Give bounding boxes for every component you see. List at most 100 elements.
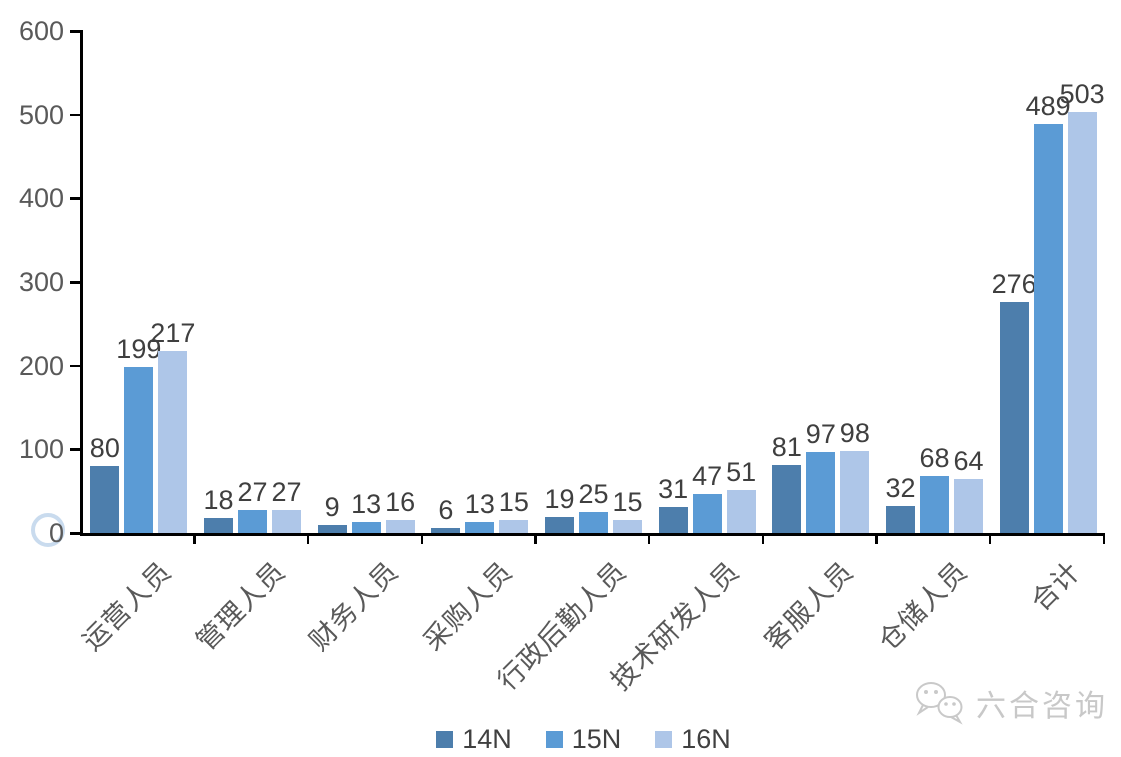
- legend-item-16N: 16N: [655, 724, 731, 755]
- data-label: 32: [885, 473, 916, 503]
- data-label: 27: [237, 477, 268, 507]
- legend-label: 14N: [462, 724, 512, 754]
- data-label: 27: [271, 477, 302, 507]
- x-axis-tick: [988, 533, 992, 544]
- bar: [613, 520, 642, 533]
- data-label: 6: [438, 495, 454, 525]
- y-axis-tick-label: 300: [18, 267, 64, 297]
- decorative-circle: [31, 513, 65, 547]
- bar: [499, 520, 529, 533]
- data-label: 25: [578, 479, 609, 509]
- chart-legend: 14N 15N 16N: [0, 724, 1121, 755]
- bar: [90, 466, 120, 533]
- x-axis-tick: [306, 533, 310, 544]
- wechat-icon: [916, 682, 963, 725]
- data-label: 80: [89, 433, 120, 463]
- x-axis-category-label: 管理人员: [190, 555, 291, 657]
- legend-label: 16N: [681, 724, 731, 754]
- bar: [272, 510, 301, 533]
- bar: [158, 351, 188, 533]
- data-label: 15: [498, 487, 529, 517]
- data-label: 9: [324, 492, 340, 522]
- legend-swatch: [545, 731, 563, 748]
- data-label: 15: [612, 487, 643, 517]
- data-label: 13: [351, 489, 382, 519]
- data-label: 68: [919, 443, 950, 473]
- bar: [431, 528, 461, 533]
- data-label: 98: [839, 418, 870, 448]
- bar: [385, 520, 415, 533]
- data-label: 81: [771, 432, 802, 462]
- y-axis-tick-label: 200: [18, 350, 64, 381]
- bar: [465, 522, 495, 533]
- x-axis-category-label: 合计: [1025, 555, 1087, 617]
- legend-item-15N: 15N: [545, 724, 622, 755]
- data-label: 47: [692, 461, 723, 491]
- y-axis-tick-label: 400: [18, 183, 64, 214]
- bar: [238, 510, 267, 533]
- bar: [124, 367, 154, 533]
- bar: [772, 465, 802, 533]
- bar: [806, 452, 836, 533]
- x-axis-line: [80, 533, 1105, 536]
- bar: [317, 525, 347, 533]
- y-axis-tick: [70, 448, 80, 451]
- data-label: 489: [1025, 91, 1071, 121]
- legend-label: 15N: [571, 724, 622, 754]
- legend-swatch: [436, 731, 454, 748]
- data-label: 13: [464, 489, 495, 519]
- y-axis-line: [80, 30, 83, 535]
- bar: [545, 517, 574, 533]
- bar: [886, 506, 915, 533]
- bar: [1067, 112, 1097, 533]
- y-axis-tick-label: 600: [18, 16, 64, 46]
- bar: [579, 512, 608, 533]
- data-label: 31: [658, 474, 689, 504]
- x-axis-category-label: 客服人员: [758, 555, 860, 657]
- watermark: 六合咨询: [912, 679, 1108, 727]
- data-label: 64: [953, 446, 984, 476]
- bar: [692, 494, 722, 533]
- y-axis-tick: [70, 197, 80, 200]
- y-axis-tick-label: 500: [18, 99, 64, 130]
- watermark-text: 六合咨询: [976, 690, 1108, 723]
- x-axis-category-label: 运营人员: [76, 555, 178, 657]
- bar: [658, 507, 688, 533]
- bar: [954, 479, 983, 533]
- x-axis-category-label: 采购人员: [417, 555, 519, 657]
- data-label: 199: [116, 334, 162, 364]
- bar: [726, 490, 756, 533]
- data-label: 16: [385, 487, 416, 517]
- y-axis-tick: [70, 30, 80, 33]
- data-label: 97: [805, 419, 836, 449]
- x-axis-category-label: 仓储人员: [872, 555, 973, 657]
- data-label: 51: [726, 457, 757, 487]
- y-axis-tick-label: 0: [48, 518, 64, 548]
- x-axis-tick: [761, 533, 764, 544]
- data-label: 217: [150, 318, 196, 348]
- bar: [840, 451, 870, 533]
- data-label: 18: [203, 485, 234, 515]
- legend-item-14N: 14N: [436, 724, 512, 755]
- y-axis-tick-label: 100: [18, 434, 64, 465]
- x-axis-tick: [1102, 533, 1105, 544]
- data-label: 276: [991, 269, 1037, 299]
- x-axis-tick: [534, 533, 537, 544]
- data-label: 19: [544, 484, 575, 514]
- x-axis-tick: [647, 533, 651, 544]
- x-axis-tick: [875, 533, 878, 544]
- bar: [920, 476, 949, 533]
- bar: [351, 522, 381, 533]
- x-axis-tick: [193, 533, 196, 544]
- y-axis-tick: [70, 113, 80, 117]
- y-axis-tick: [70, 364, 80, 368]
- y-axis-tick: [70, 281, 80, 284]
- y-axis-tick: [70, 532, 80, 535]
- x-axis-category-label: 财务人员: [303, 555, 405, 657]
- bar: [1033, 124, 1063, 533]
- legend-swatch: [655, 731, 673, 748]
- bar: [999, 302, 1029, 533]
- bar: [204, 518, 233, 533]
- data-label: 503: [1059, 79, 1105, 109]
